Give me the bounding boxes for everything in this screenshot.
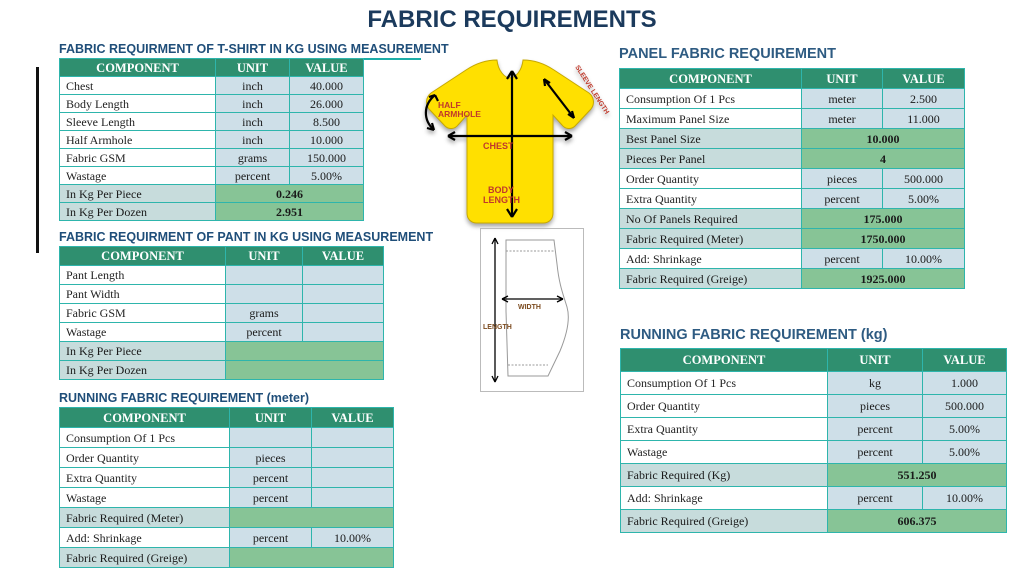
svg-text:WIDTH: WIDTH [518, 304, 541, 311]
svg-text:ARMHOLE: ARMHOLE [438, 109, 481, 119]
svg-text:BODY: BODY [488, 185, 514, 195]
svg-text:LENGTH: LENGTH [483, 324, 512, 331]
svg-text:LENGTH: LENGTH [483, 195, 520, 205]
svg-text:CHEST: CHEST [483, 141, 514, 151]
